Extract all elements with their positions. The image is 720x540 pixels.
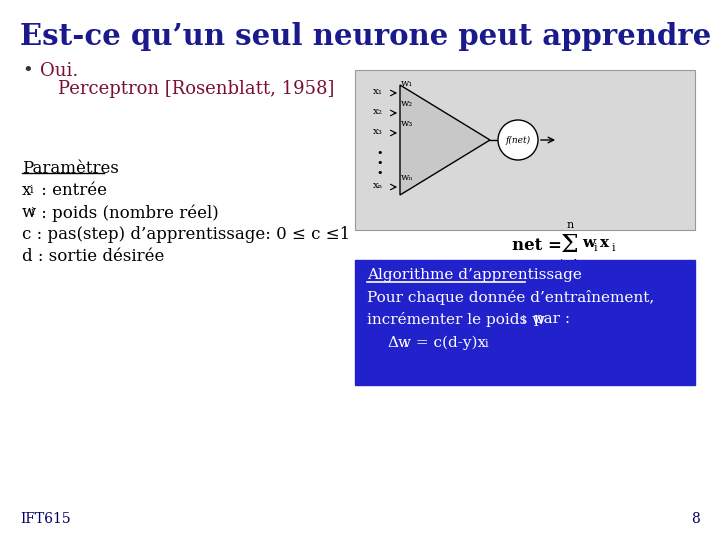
FancyBboxPatch shape — [355, 70, 695, 230]
Circle shape — [498, 120, 538, 160]
Text: Est-ce qu’un seul neurone peut apprendre ?: Est-ce qu’un seul neurone peut apprendre… — [20, 22, 720, 51]
Text: •: • — [22, 62, 32, 80]
Text: : poids (nombre réel): : poids (nombre réel) — [36, 204, 219, 221]
Text: x₃: x₃ — [373, 126, 383, 136]
Text: IFT615: IFT615 — [20, 512, 71, 526]
Text: f(net): f(net) — [505, 136, 531, 145]
Text: w₂: w₂ — [401, 99, 413, 108]
Text: x: x — [22, 182, 32, 199]
Text: w: w — [22, 204, 36, 221]
Text: •: • — [376, 158, 382, 168]
Text: i: i — [485, 339, 489, 349]
Text: x₁: x₁ — [373, 86, 383, 96]
Polygon shape — [400, 85, 490, 195]
Text: i: i — [522, 315, 526, 325]
Text: : entrée: : entrée — [36, 182, 107, 199]
Text: i: i — [612, 243, 616, 253]
Text: i: i — [30, 185, 34, 195]
Text: Algorithme d’apprentissage: Algorithme d’apprentissage — [367, 268, 582, 282]
Text: net =: net = — [512, 237, 567, 253]
Text: y=f(net)= sign(net): y=f(net)= sign(net) — [518, 275, 642, 288]
Text: i: i — [404, 339, 408, 349]
Text: n: n — [567, 220, 574, 230]
Text: w₁: w₁ — [401, 79, 413, 88]
Text: incrémenter le poids w: incrémenter le poids w — [367, 312, 545, 327]
Text: par :: par : — [529, 312, 570, 326]
Text: Δw: Δw — [387, 336, 411, 350]
Text: wₙ: wₙ — [401, 173, 413, 182]
Text: 8: 8 — [691, 512, 700, 526]
Text: w: w — [582, 236, 595, 250]
Text: Pour chaque donnée d’entraînement,: Pour chaque donnée d’entraînement, — [367, 290, 654, 305]
Text: x: x — [600, 236, 609, 250]
Text: •: • — [376, 168, 382, 178]
Text: Σ: Σ — [561, 233, 579, 256]
FancyBboxPatch shape — [355, 260, 695, 385]
Text: i: i — [594, 243, 598, 253]
Text: i=1: i=1 — [560, 259, 580, 269]
Text: d : sortie désirée: d : sortie désirée — [22, 248, 164, 265]
Text: w₃: w₃ — [401, 119, 413, 128]
Text: Paramètres: Paramètres — [22, 160, 119, 177]
Text: Perceptron [Rosenblatt, 1958]: Perceptron [Rosenblatt, 1958] — [58, 80, 334, 98]
Text: Oui.: Oui. — [40, 62, 78, 80]
Text: x₂: x₂ — [373, 106, 383, 116]
Text: xₙ: xₙ — [373, 180, 383, 190]
Text: c : pas(step) d’apprentissage: 0 ≤ c ≤1: c : pas(step) d’apprentissage: 0 ≤ c ≤1 — [22, 226, 350, 243]
Text: i: i — [31, 207, 35, 217]
Text: •: • — [376, 148, 382, 158]
Text: = c(d-y)x: = c(d-y)x — [411, 336, 486, 350]
